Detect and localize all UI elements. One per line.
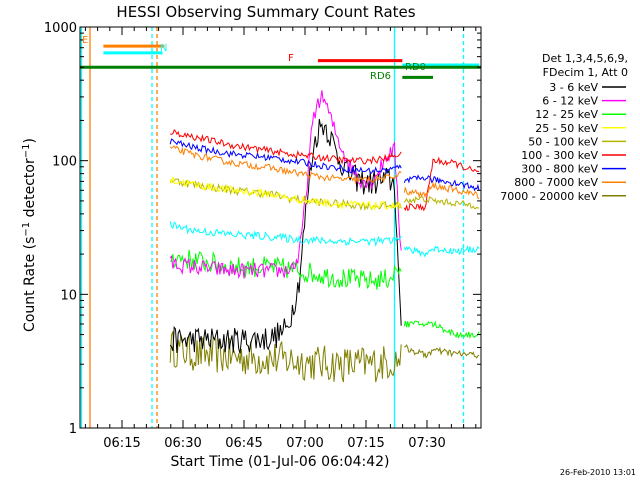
legend-label: 50 - 100 keV	[528, 135, 598, 148]
y-tick-label: 1000	[44, 21, 77, 36]
series-line	[403, 156, 480, 212]
series-line	[169, 176, 402, 212]
series-line	[403, 174, 480, 192]
legend-label: 800 - 7000 keV	[514, 176, 598, 189]
series-line	[403, 320, 480, 340]
legend: Det 1,3,4,5,6,9,FDecim 1, Att 0 3 - 6 keV…	[500, 52, 628, 203]
legend-header: Det 1,3,4,5,6,9,	[542, 52, 628, 65]
x-tick-label: 06:15	[103, 436, 140, 451]
y-axis: 1 10 100 1000	[44, 21, 481, 437]
flag-label-rd0: RD0	[405, 62, 426, 73]
x-tick-label: 07:15	[347, 436, 384, 451]
footer-date: 26-Feb-2010 13:01	[560, 468, 636, 477]
flag-label-rd6: RD6	[370, 71, 391, 82]
legend-label: 100 - 300 keV	[521, 149, 598, 162]
legend-label: 25 - 50 keV	[535, 122, 598, 135]
x-tick-label: 06:45	[225, 436, 262, 451]
series-line	[170, 128, 402, 165]
series-line	[403, 195, 480, 209]
legend-label: 3 - 6 keV	[549, 81, 598, 94]
series-line	[169, 331, 402, 383]
series-line	[403, 181, 480, 200]
legend-label: 7000 - 20000 keV	[500, 190, 598, 203]
x-axis: 06:15 06:30 06:45 07:00 07:15 07:30	[84, 27, 477, 451]
x-axis-label: Start Time (01-Jul-06 06:04:42)	[170, 454, 389, 470]
y-axis-label: Count Rate (s−1 detector−1)	[21, 138, 38, 332]
y-tick-label: 10	[60, 288, 77, 303]
x-tick-label: 07:30	[408, 436, 445, 451]
flag-label-n: N	[160, 43, 167, 54]
flag-label-f: F	[288, 53, 294, 64]
series-line	[403, 244, 480, 258]
series-line	[169, 138, 402, 175]
series-line	[404, 344, 480, 359]
legend-label: 6 - 12 keV	[542, 95, 598, 108]
series-line	[169, 145, 402, 185]
x-tick-label: 07:00	[286, 436, 323, 451]
y-tick-label: 100	[52, 155, 77, 170]
chart-title: HESSI Observing Summary Count Rates	[116, 3, 415, 21]
legend-header: FDecim 1, Att 0	[543, 66, 628, 79]
legend-label: 300 - 800 keV	[521, 163, 598, 176]
series-line	[169, 221, 402, 247]
x-tick-label: 06:30	[164, 436, 201, 451]
plot-area	[80, 27, 481, 428]
series-line	[169, 90, 402, 279]
flag-label-e: E	[82, 35, 88, 46]
y-tick-label: 1	[69, 422, 77, 437]
legend-label: 12 - 25 keV	[535, 108, 598, 121]
